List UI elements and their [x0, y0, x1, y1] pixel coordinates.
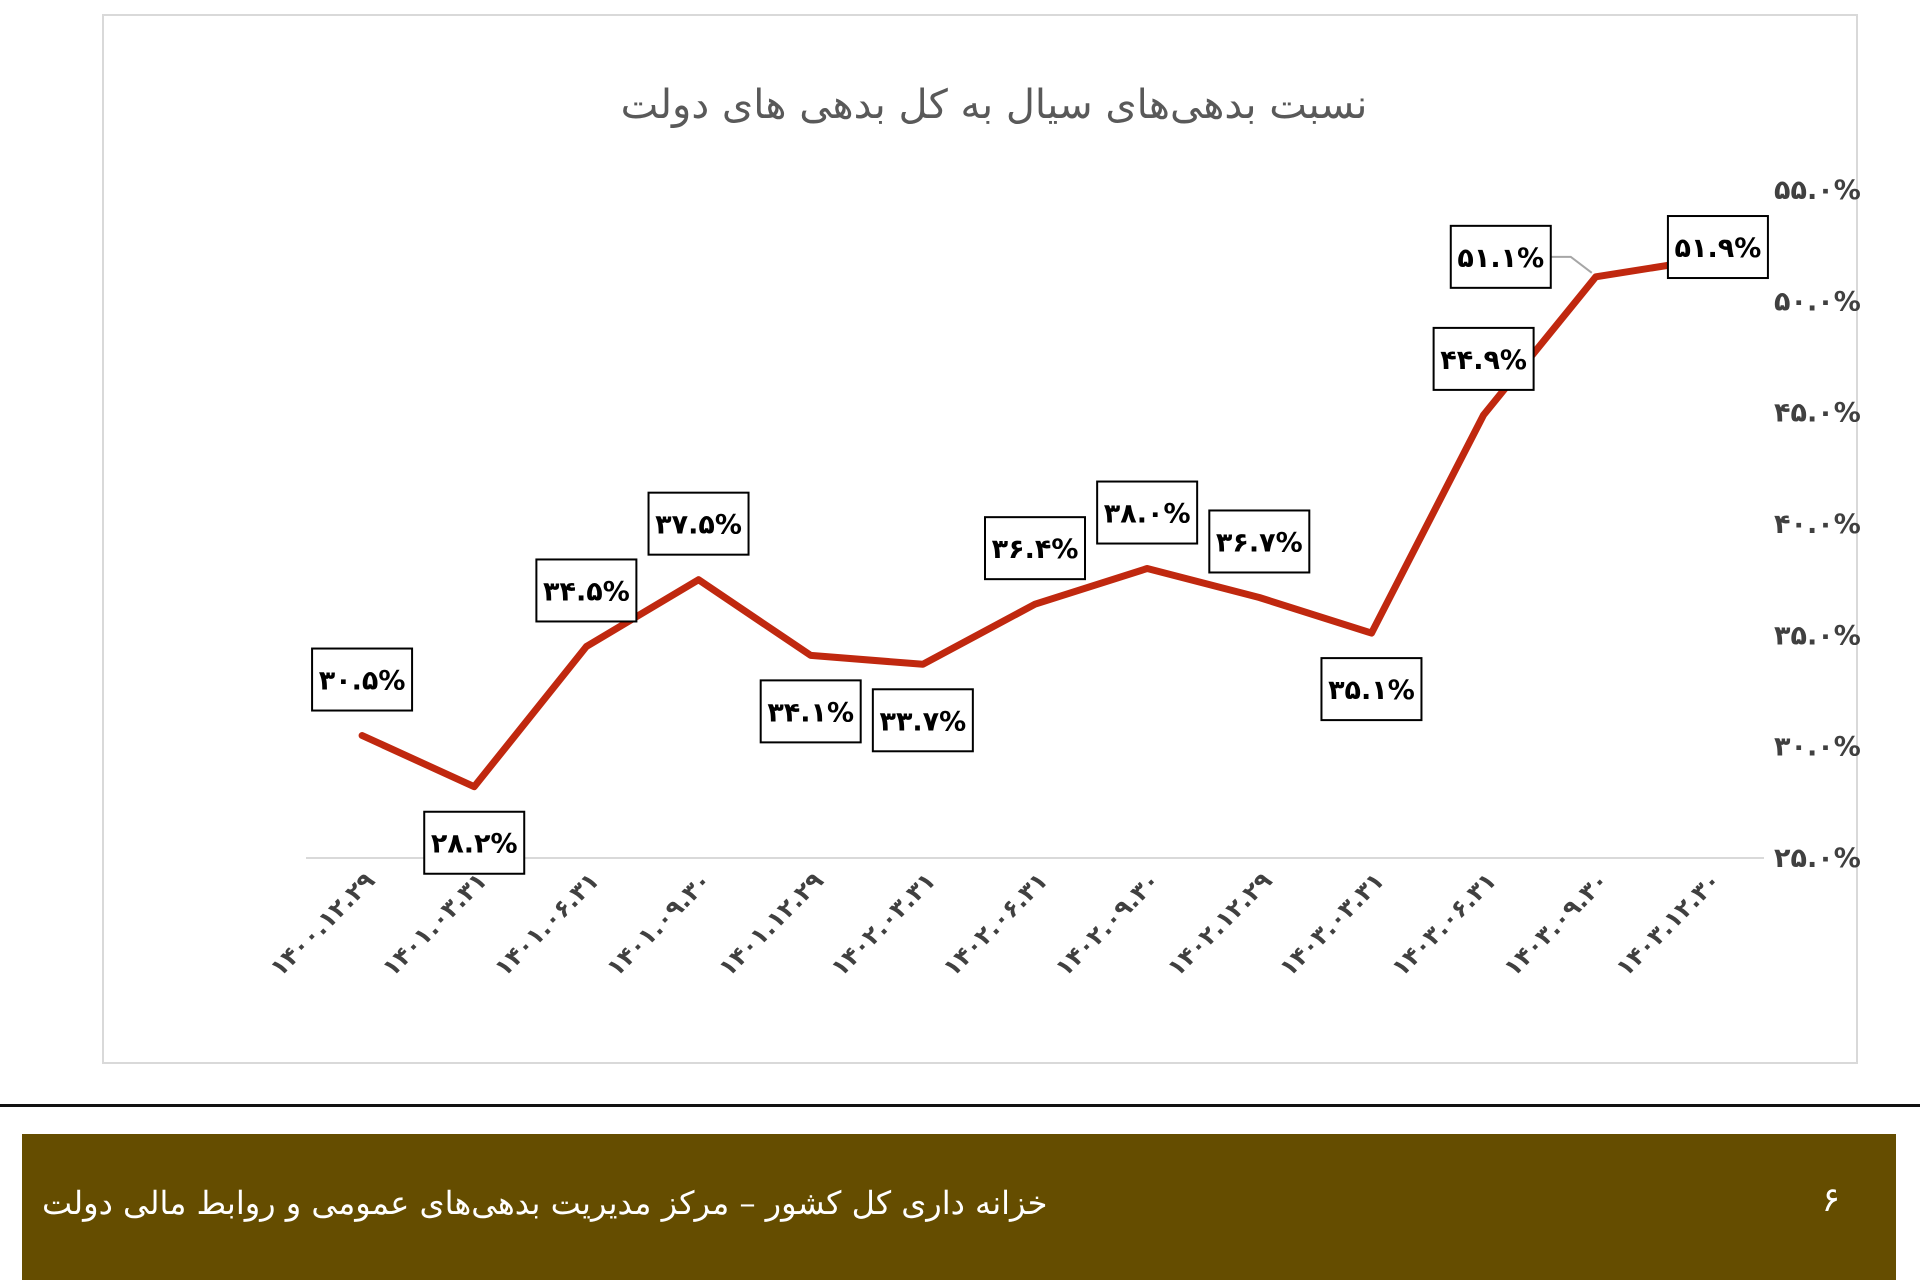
data-label: ۳۰.۵% [319, 666, 406, 697]
y-tick-label: ۵۰.۰% [1774, 286, 1860, 317]
data-label: ۳۴.۱% [767, 697, 854, 728]
data-label: ۳۶.۴% [992, 534, 1079, 565]
page-number: ۶ [1821, 1180, 1840, 1220]
data-label-box [759, 679, 862, 744]
data-label: ۳۳.۷% [879, 706, 966, 737]
chart-title: نسبت بدهی‌های سیال به کل بدهی های دولت [621, 82, 1368, 128]
divider-line [0, 1104, 1920, 1107]
x-tick-label: ۱۴۰۲.۰۹.۳۰ [1050, 866, 1166, 982]
x-tick-label: ۱۴۰۳.۱۲.۳۰ [1611, 866, 1727, 982]
data-label: ۳۶.۷% [1216, 527, 1303, 558]
y-tick-label: ۳۵.۰% [1774, 620, 1860, 651]
chart-frame: نسبت بدهی‌های سیال به کل بدهی های دولت ۲… [102, 14, 1860, 1064]
data-label-leader [1550, 255, 1593, 274]
data-label-box [1666, 215, 1769, 280]
x-tick-label: ۱۴۰۱.۰۹.۳۰ [601, 866, 717, 982]
data-label-box [1208, 509, 1311, 574]
data-labels: ۳۰.۵% ۲۸.۲% ۳۴.۵% ۳۷.۵% ۳۴.۱% ۳۳.۷% ۳۶.۴% ۳۸.۰%… [311, 215, 1769, 875]
x-tick-label: ۱۴۰۰.۱۲.۲۹ [265, 866, 381, 982]
data-label-box [984, 516, 1086, 581]
data-label: ۳۸.۰% [1104, 499, 1191, 530]
data-label-box [1449, 224, 1552, 289]
y-tick-label: ۳۰.۰% [1774, 732, 1860, 763]
x-tick-label: ۱۴۰۱.۱۲.۲۹ [713, 866, 829, 982]
footer-org-text: خزانه داری کل کشور – مرکز مدیریت بدهی‌ها… [42, 1184, 1048, 1222]
data-label-box [535, 558, 638, 623]
data-label: ۵۱.۱% [1457, 243, 1544, 274]
x-tick-label: ۱۴۰۲.۱۲.۲۹ [1162, 866, 1278, 982]
y-tick-label: ۴۵.۰% [1774, 398, 1860, 429]
y-tick-label: ۲۵.۰% [1774, 843, 1860, 874]
y-tick-label: ۵۵.۰% [1774, 175, 1860, 206]
data-label: ۳۷.۵% [655, 510, 742, 541]
x-tick-label: ۱۴۰۲.۰۳.۳۱ [826, 866, 942, 982]
series-line [358, 255, 1712, 791]
y-axis-ticks: ۲۵.۰% ۳۰.۰% ۳۵.۰% ۴۰.۰% ۴۵.۰% ۵۰.۰% ۵۵.۰% [1774, 175, 1860, 874]
data-label-box [1096, 480, 1199, 545]
data-label: ۳۴.۵% [543, 576, 630, 607]
data-label: ۲۸.۲% [431, 829, 518, 860]
x-tick-label: ۱۴۰۳.۰۶.۳۱ [1386, 866, 1502, 982]
data-label-box [1320, 657, 1423, 722]
data-label-box [311, 647, 414, 712]
y-tick-label: ۴۰.۰% [1774, 509, 1860, 540]
x-tick-label: ۱۴۰۲.۰۶.۳۱ [938, 866, 1054, 982]
x-tick-label: ۱۴۰۱.۰۶.۳۱ [489, 866, 605, 982]
data-label: ۵۱.۹% [1675, 233, 1762, 264]
data-label-box [1432, 326, 1535, 391]
line-chart: نسبت بدهی‌های سیال به کل بدهی های دولت ۲… [265, 82, 1860, 982]
data-label-box [423, 810, 526, 875]
data-label-box [871, 688, 974, 753]
data-label-box [647, 491, 750, 556]
footer-bar: خزانه داری کل کشور – مرکز مدیریت بدهی‌ها… [22, 1134, 1896, 1280]
x-tick-label: ۱۴۰۳.۰۳.۳۱ [1274, 866, 1390, 982]
x-tick-label: ۱۴۰۱.۰۳.۳۱ [377, 866, 493, 982]
data-label: ۴۴.۹% [1440, 345, 1527, 376]
x-tick-label: ۱۴۰۳.۰۹.۳۰ [1498, 866, 1614, 982]
series-liquid-debt-ratio [358, 255, 1712, 791]
data-label: ۳۵.۱% [1328, 675, 1415, 706]
x-axis-ticks: ۱۴۰۰.۱۲.۲۹۱۴۰۱.۰۳.۳۱۱۴۰۱.۰۶.۳۱۱۴۰۱.۰۹.۳۰… [265, 866, 1726, 982]
